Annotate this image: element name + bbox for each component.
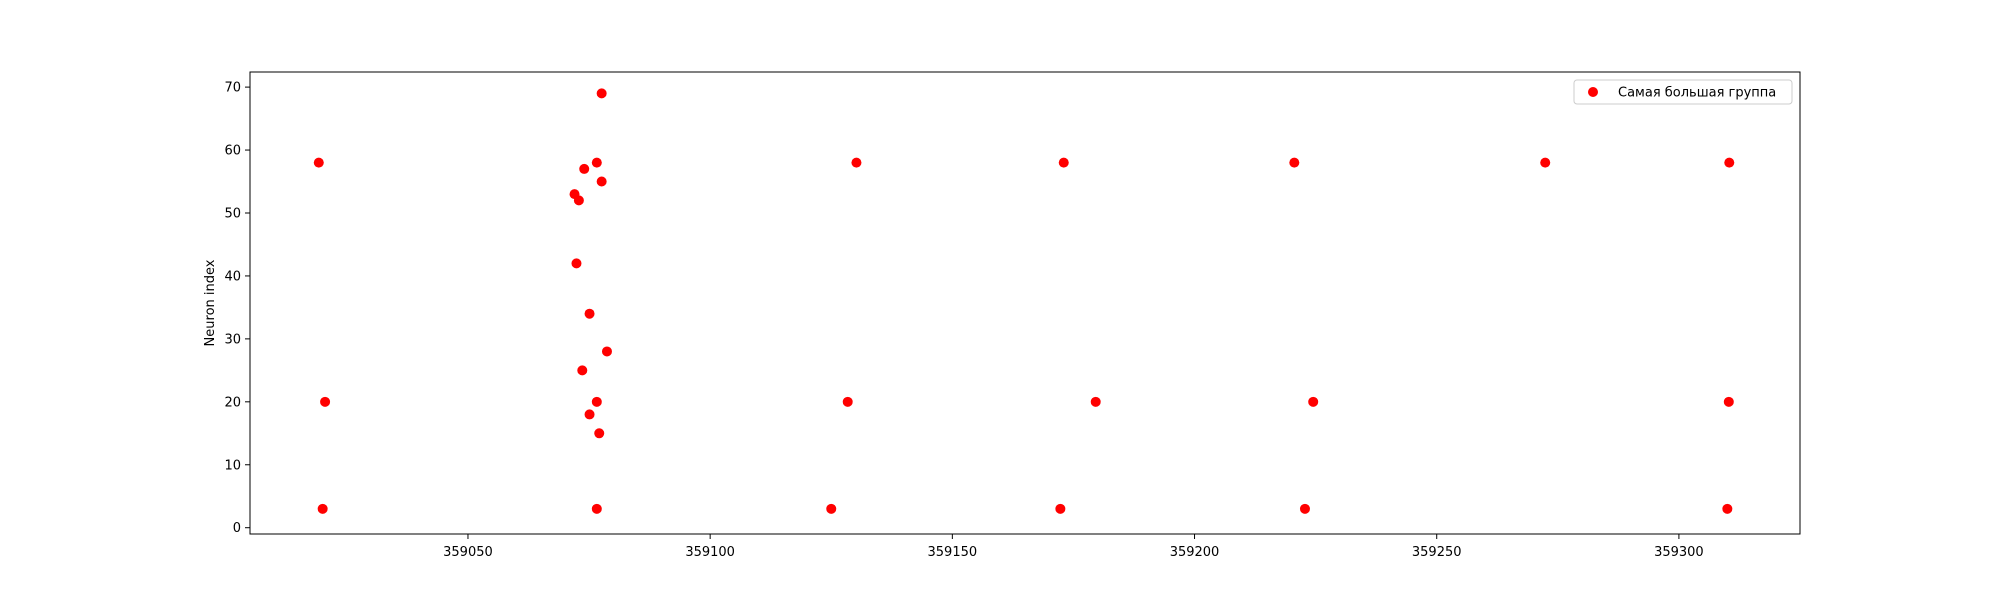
data-point: [1723, 396, 1734, 407]
x-tick-label: 359300: [1654, 545, 1704, 560]
data-point: [584, 409, 595, 420]
x-tick-label: 359200: [1170, 545, 1220, 560]
x-tick-label: 359250: [1412, 545, 1462, 560]
data-point: [596, 88, 607, 99]
legend-label: Самая большая группа: [1618, 86, 1776, 101]
legend-box: [1573, 79, 1793, 105]
data-point: [1299, 503, 1310, 514]
data-point: [591, 396, 602, 407]
data-point: [596, 176, 607, 187]
data-point: [591, 503, 602, 514]
y-tick-label: 60: [224, 144, 241, 159]
data-points: [313, 88, 1735, 514]
data-point: [1289, 157, 1300, 168]
data-point: [577, 365, 588, 376]
y-tick-label: 50: [224, 206, 241, 221]
data-point: [1722, 503, 1733, 514]
data-point: [1540, 157, 1551, 168]
data-point: [594, 428, 605, 439]
data-point: [317, 503, 328, 514]
data-point: [1090, 396, 1101, 407]
y-axis-label: Neuron index: [203, 259, 218, 346]
x-tick-label: 359150: [928, 545, 978, 560]
data-point: [826, 503, 837, 514]
data-point: [1308, 396, 1319, 407]
data-point: [1058, 157, 1069, 168]
data-point: [591, 157, 602, 168]
y-tick-label: 0: [233, 521, 241, 536]
data-point: [320, 396, 331, 407]
data-point: [1724, 157, 1735, 168]
y-tick-label: 40: [224, 269, 241, 284]
data-point: [571, 258, 582, 269]
x-axis-ticks: 359050 359100 359150 359200 359250 359300: [443, 534, 1704, 560]
data-point: [601, 346, 612, 357]
y-tick-label: 10: [224, 458, 241, 473]
data-point: [579, 163, 590, 174]
x-tick-label: 359100: [685, 545, 735, 560]
axes-frame: [249, 71, 1801, 535]
y-axis-ticks: 0 10 20 30 40 50 60 70: [224, 81, 250, 536]
data-point: [1055, 503, 1066, 514]
data-point: [584, 308, 595, 319]
data-point: [313, 157, 324, 168]
x-tick-label: 359050: [443, 545, 493, 560]
y-tick-label: 70: [224, 81, 241, 96]
y-tick-label: 20: [224, 395, 241, 410]
data-point: [851, 157, 862, 168]
legend-marker: [1588, 87, 1598, 97]
legend: Самая большая группа: [1573, 79, 1793, 105]
data-point: [573, 195, 584, 206]
data-point: [842, 396, 853, 407]
y-tick-label: 30: [224, 332, 241, 347]
